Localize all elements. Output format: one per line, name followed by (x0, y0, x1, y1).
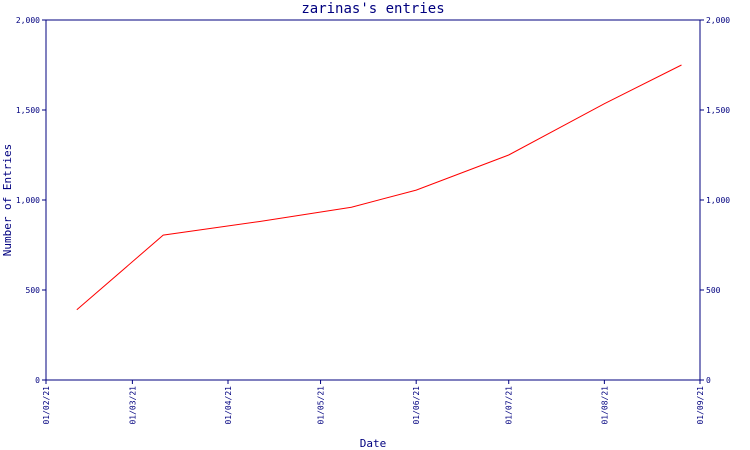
tick-label-group: 0 0 500 500 1,000 1,000 1,500 1,500 2,000 2,000 01… (16, 16, 730, 425)
y-tick-label-left: 0 (35, 376, 40, 385)
y-tick-label-left: 1,000 (16, 196, 40, 205)
x-tick-label: 01/09/21 (696, 386, 705, 425)
x-tick-label: 01/02/21 (42, 386, 51, 425)
plot-frame (45, 19, 701, 381)
y-tick-label-right: 500 (706, 286, 721, 295)
x-tick-label: 01/06/21 (412, 386, 421, 425)
y-tick-label-right: 1,500 (706, 106, 730, 115)
x-tick-label: 01/05/21 (317, 386, 326, 425)
chart-title: zarinas's entries (301, 1, 444, 17)
y-tick-label-right: 0 (706, 376, 711, 385)
x-tick-label: 01/04/21 (224, 386, 233, 425)
y-tick-label-left: 2,000 (16, 16, 40, 25)
y-axis-label: Number of Entries (1, 144, 14, 257)
y-tick-label-left: 500 (26, 286, 41, 295)
x-axis-label: Date (360, 437, 387, 450)
y-tick-label-left: 1,500 (16, 106, 40, 115)
x-tick-label: 01/03/21 (128, 386, 137, 425)
x-tick-label: 01/07/21 (505, 386, 514, 425)
y-tick-label-right: 1,000 (706, 196, 730, 205)
y-tick-label-right: 2,000 (706, 16, 730, 25)
series-line (76, 64, 682, 311)
x-tick-label: 01/08/21 (600, 386, 609, 425)
tick-group (42, 19, 704, 384)
